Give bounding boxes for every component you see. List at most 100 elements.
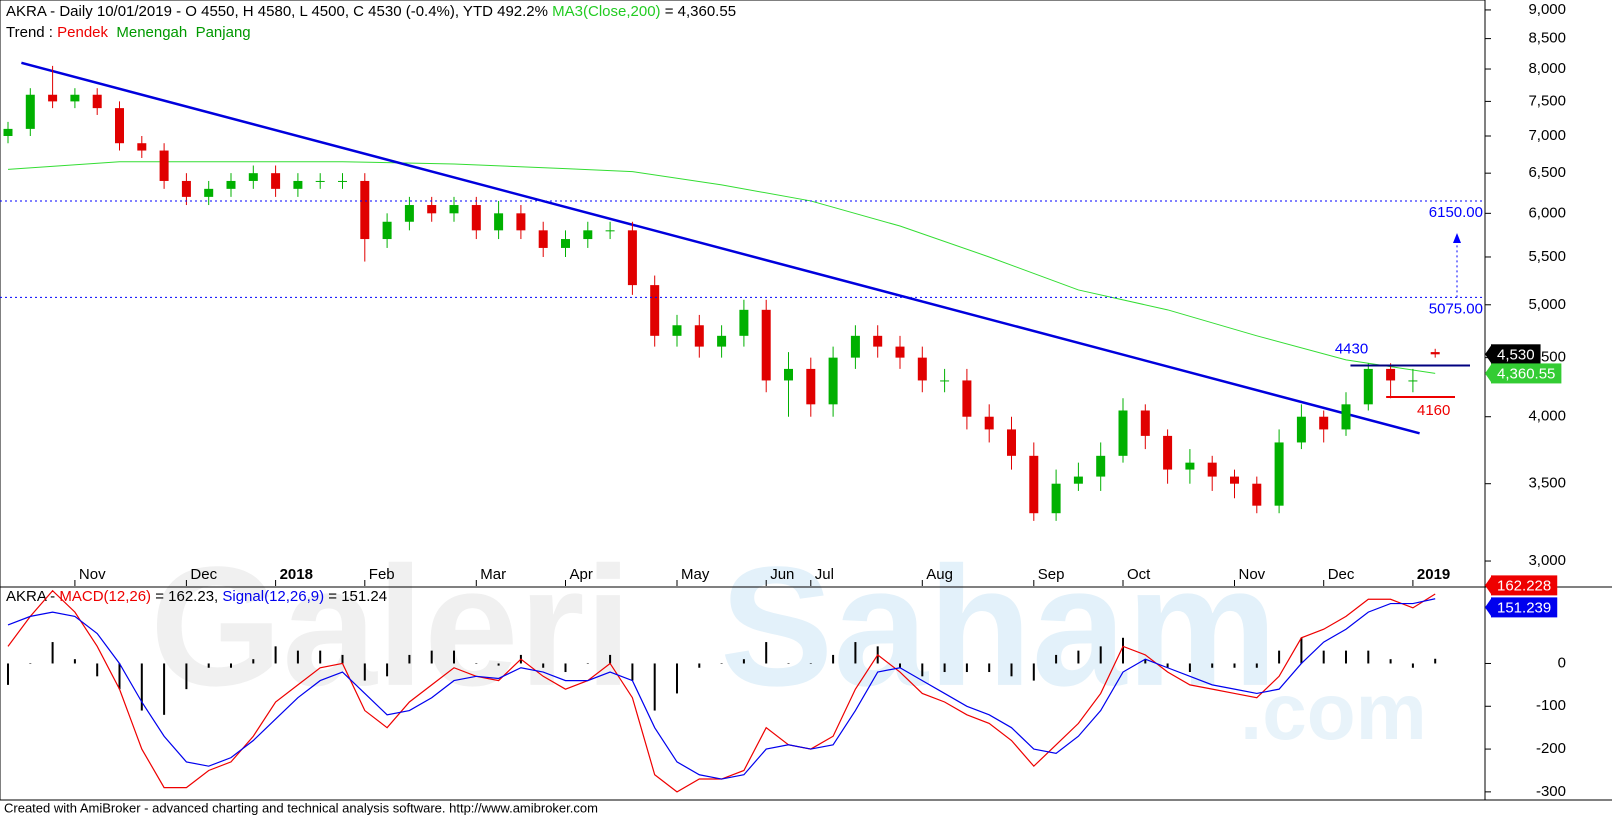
header-part: AKRA - Daily 10/01/2019 - O 4550, H 4580… [6,3,552,20]
histogram-bar [1411,663,1414,668]
candle-body [1341,404,1351,430]
candle-body [516,213,526,231]
candle-body [739,309,749,336]
candle-body [1252,483,1262,506]
histogram-bar [29,663,32,664]
price-label-box [1491,363,1562,384]
candle-body [962,380,972,417]
x-tick-label: Dec [1328,566,1355,583]
histogram-bar [1055,654,1058,664]
x-tick-label: Dec [190,566,217,583]
price-header: AKRA - Daily 10/01/2019 - O 4550, H 4580… [6,3,736,20]
header-part: = 151.24 [324,588,387,605]
moving-average [7,161,1436,374]
histogram-bar [742,659,745,664]
candle-body [404,205,414,222]
histogram-bar [1345,650,1347,664]
histogram-bar [1032,663,1035,681]
histogram-bar [586,663,589,664]
candle-body [940,380,950,382]
candle-body [806,368,816,405]
candle-body [1007,429,1016,456]
candle-body [761,309,771,381]
x-tick-label: Feb [369,566,395,583]
histogram-bar [698,663,701,668]
level-label: 5075.00 [1429,300,1483,317]
histogram-bar [1144,659,1147,664]
candle-body [538,230,548,248]
histogram-bar [386,663,389,677]
candle-body [137,143,147,151]
candle-body [1319,416,1329,430]
histogram-bar [943,663,946,673]
histogram-bar [921,663,924,677]
candle-body [561,239,570,248]
histogram-bar [319,650,322,664]
histogram-bar [453,650,455,664]
candle-body [449,205,459,214]
value-label-box [1491,575,1558,596]
y-tick-label: 8,000 [1528,60,1566,77]
candle-body [226,180,236,189]
candle-body [1230,476,1239,484]
histogram-bar [1367,650,1370,664]
x-tick-label: Oct [1127,566,1151,583]
candle-body [650,285,660,336]
candle-body [1140,410,1150,436]
header-part: Pendek [57,24,108,41]
candle-body [115,108,124,144]
macd-plot [7,589,1437,793]
y-tick-label: 6,500 [1528,164,1566,181]
histogram-bar [1389,659,1392,664]
candle-body [1163,435,1173,470]
y-tick-label: 8,500 [1528,30,1566,47]
candle-body [1430,352,1440,355]
x-tick-label: Jul [815,566,834,583]
candle-body [181,180,191,197]
histogram-bar [1211,663,1214,668]
histogram-bar [542,663,545,668]
x-tick-label: Sep [1038,566,1065,583]
header-part: Trend : [6,24,57,41]
x-tick-label: Nov [1239,566,1266,583]
candle-body [92,94,102,109]
candle-body [583,230,593,240]
y-tick-label: 6,000 [1528,204,1566,221]
candle-body [694,325,704,347]
histogram-bar [1166,663,1169,668]
histogram-bar [475,663,478,664]
x-tick-label: Nov [79,566,106,583]
histogram-bar [787,663,790,664]
candle-body [1207,462,1217,477]
candle-body [873,335,883,347]
y-tick-label: 9,000 [1528,1,1566,18]
histogram-bar [1233,663,1236,668]
y-tick-label: 5,000 [1528,296,1566,313]
histogram-bar [832,654,835,664]
histogram-bar [185,663,188,690]
histogram-bar [609,654,612,664]
price-label-pointer [1485,344,1492,365]
arrow-head [1453,232,1461,243]
histogram-bar [631,663,634,681]
y-tick-label: 0 [1558,654,1566,671]
trend-line [21,61,1420,435]
level-label: 6150.00 [1429,204,1483,221]
histogram-bar [230,663,232,668]
level-label: 4430 [1335,340,1368,357]
histogram-bar [1122,637,1124,664]
macd-line [7,598,1436,780]
candle-body [25,94,35,129]
header-part: = 4,360.55 [661,3,736,20]
histogram-bar [163,663,166,715]
histogram-bar [1010,663,1013,677]
footer: Created with AmiBroker - advanced charti… [4,800,598,815]
candle-body [1118,410,1128,456]
histogram-bar [430,650,433,664]
value-label: 162.228 [1497,577,1551,594]
candle-body [1185,462,1195,470]
value-label: 151.239 [1497,599,1551,616]
histogram-bar [341,654,344,664]
x-tick-label: 2018 [280,566,313,583]
y-tick-label: -100 [1536,697,1566,714]
